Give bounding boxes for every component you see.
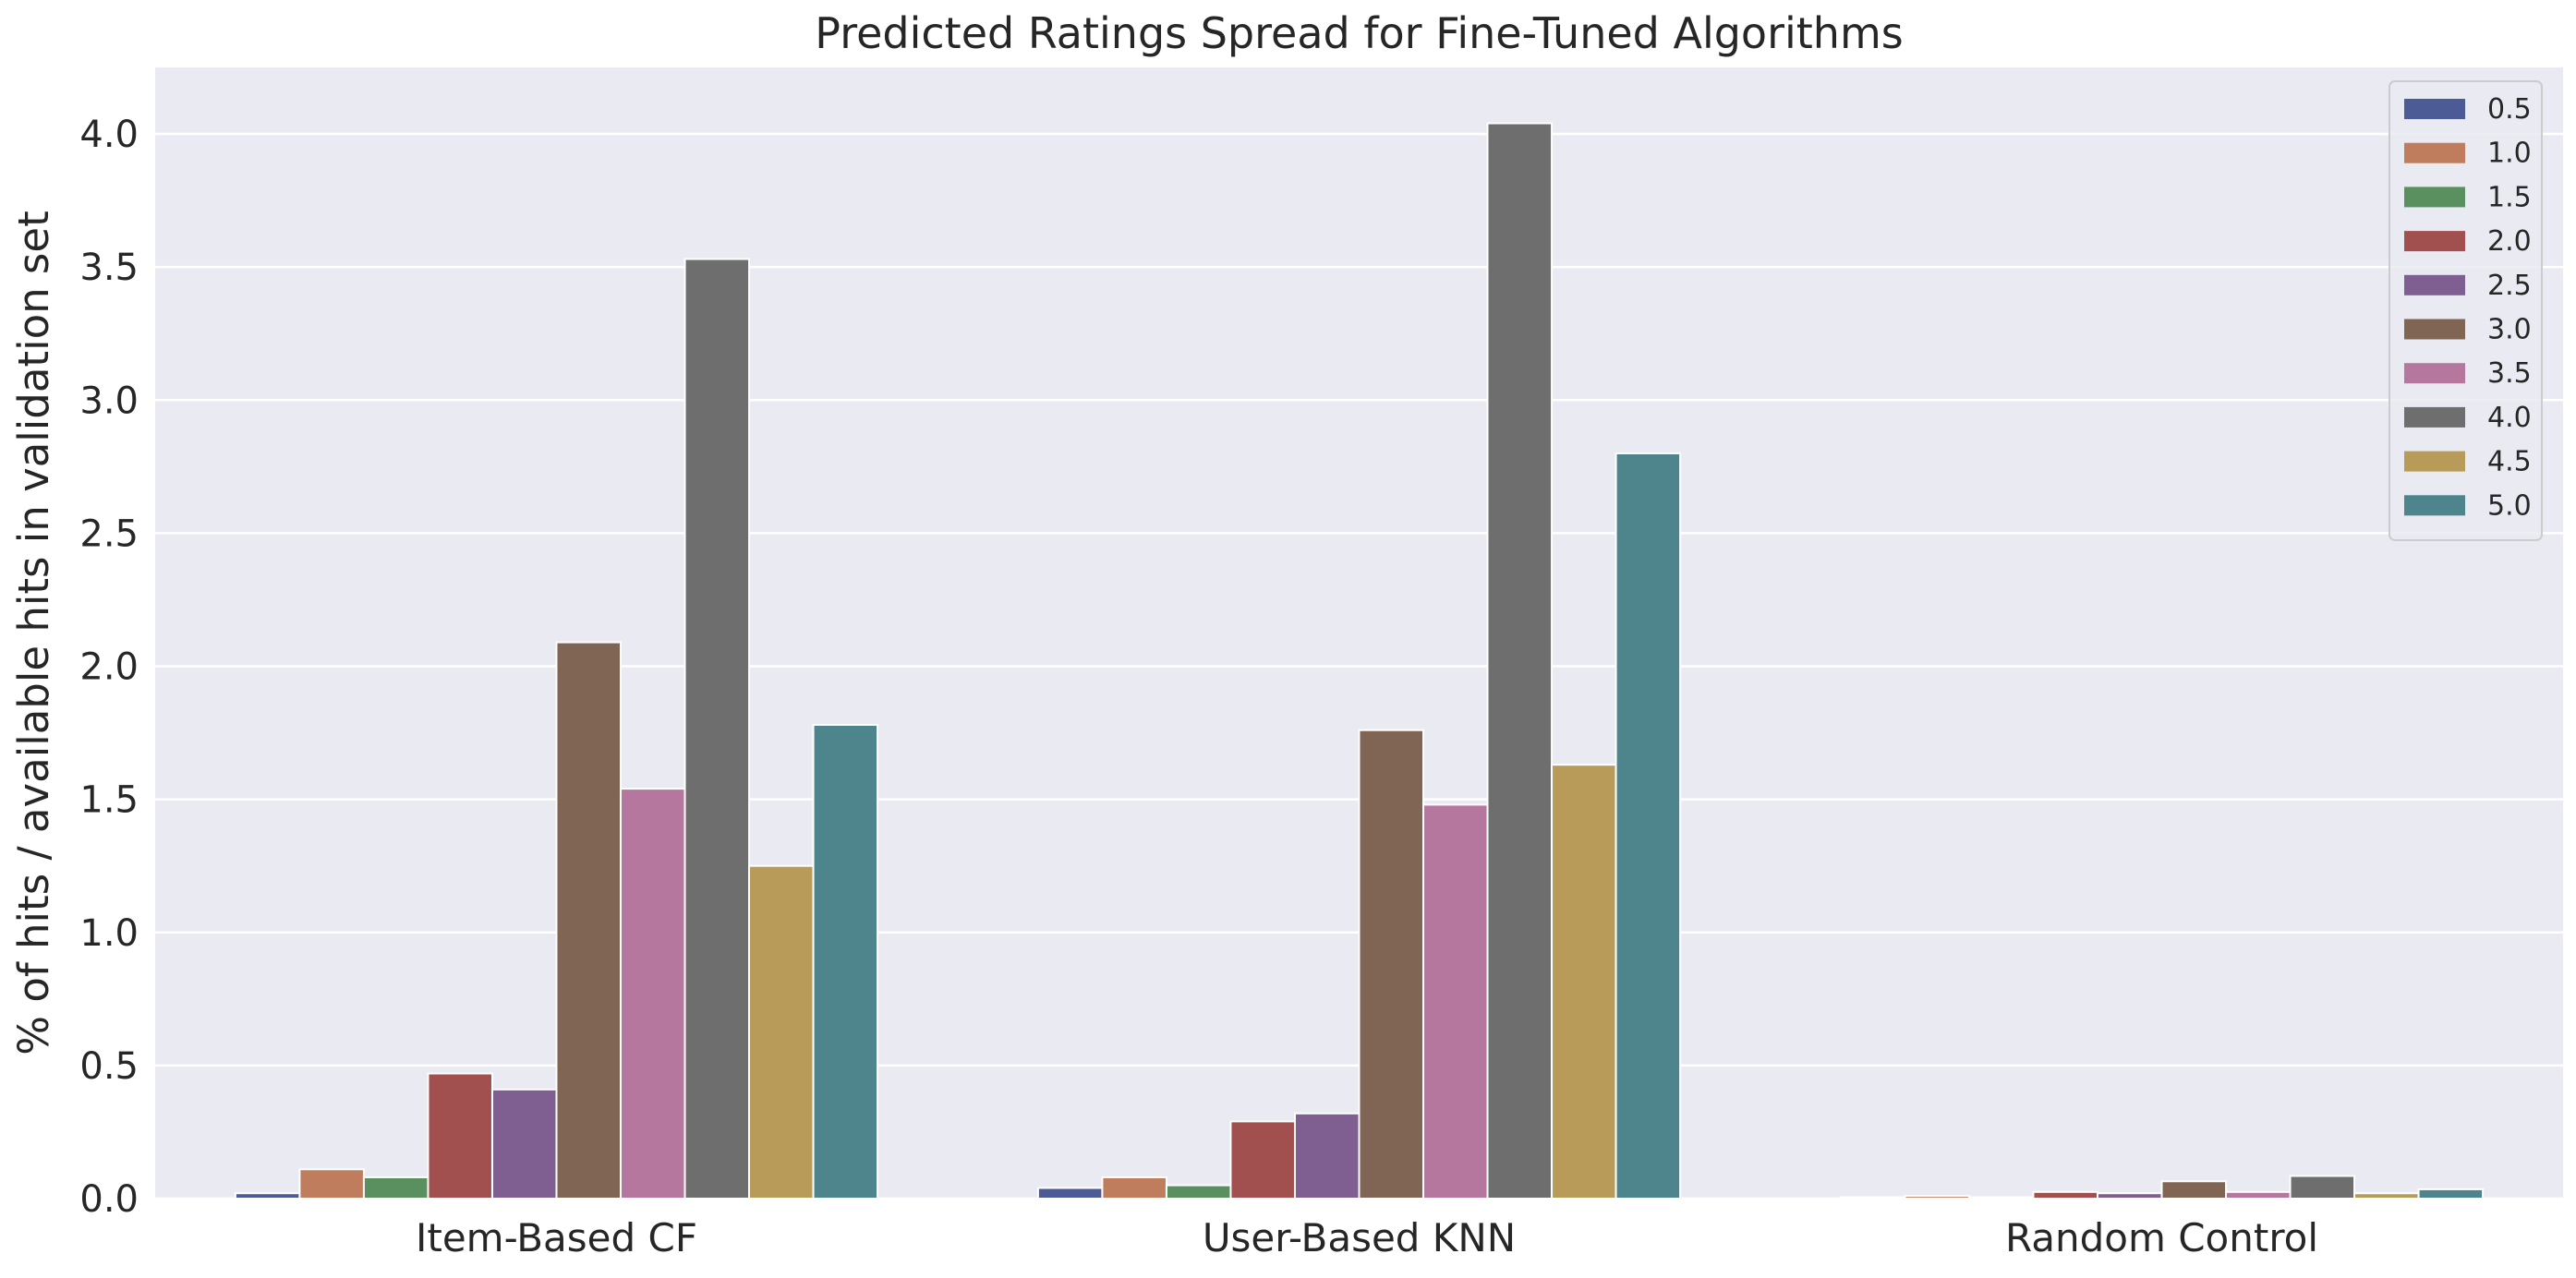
bar-3.0-1 xyxy=(1358,729,1425,1200)
bar-1.5-0 xyxy=(362,1176,429,1200)
bar-4.0-1 xyxy=(1486,122,1554,1200)
chart-title: Predicted Ratings Spread for Fine-Tuned … xyxy=(815,8,1903,58)
bar-0.5-1 xyxy=(1036,1187,1104,1200)
bar-2.0-2 xyxy=(2032,1190,2098,1200)
legend-swatch xyxy=(2404,99,2465,119)
bar-4.5-0 xyxy=(748,864,815,1200)
legend-swatch xyxy=(2404,231,2465,252)
bar-2.0-0 xyxy=(427,1072,493,1200)
bar-2.5-0 xyxy=(490,1088,558,1200)
bar-3.5-0 xyxy=(620,788,686,1200)
bar-0.5-0 xyxy=(234,1192,301,1200)
legend-label: 4.5 xyxy=(2487,446,2532,478)
y-tick-label: 1.0 xyxy=(79,912,139,955)
legend-label: 5.0 xyxy=(2487,489,2532,522)
bar-5.0-2 xyxy=(2417,1188,2485,1200)
bar-0.5-2 xyxy=(1839,1196,1906,1200)
bar-4.0-2 xyxy=(2289,1175,2356,1200)
legend-label: 1.0 xyxy=(2487,138,2532,170)
x-tick-labels: Item-Based CF User-Based KNN Random Contro… xyxy=(416,1215,2318,1260)
bar-1.5-1 xyxy=(1165,1184,1232,1200)
bar-4.0-0 xyxy=(683,258,751,1200)
legend-label: 3.0 xyxy=(2487,314,2532,346)
legend-label: 4.0 xyxy=(2487,402,2532,434)
legend-swatch xyxy=(2404,363,2465,384)
y-tick-label: 4.0 xyxy=(79,114,139,156)
bar-2.5-2 xyxy=(2096,1192,2163,1200)
bar-1.0-2 xyxy=(1904,1195,1970,1200)
bar-2.5-1 xyxy=(1293,1112,1361,1200)
legend-swatch xyxy=(2404,187,2465,208)
bar-1.0-0 xyxy=(298,1168,365,1200)
bar-4.5-1 xyxy=(1551,764,1617,1200)
bars xyxy=(234,122,2485,1200)
bar-5.0-0 xyxy=(812,723,879,1200)
legend-swatch xyxy=(2404,406,2465,428)
bar-3.0-2 xyxy=(2160,1180,2228,1200)
legend-swatch xyxy=(2404,319,2465,340)
y-tick-label: 0.5 xyxy=(79,1045,139,1088)
bar-3.0-0 xyxy=(555,641,623,1200)
legend-label: 0.5 xyxy=(2487,93,2532,126)
legend-label: 1.5 xyxy=(2487,181,2532,213)
bar-5.0-1 xyxy=(1615,452,1682,1200)
legend-swatch xyxy=(2404,142,2465,163)
y-tick-label: 2.5 xyxy=(79,512,139,555)
x-tick-label: User-Based KNN xyxy=(1203,1215,1516,1260)
legend-label: 3.5 xyxy=(2487,357,2532,390)
bar-2.0-1 xyxy=(1229,1120,1296,1200)
legend-label: 2.0 xyxy=(2487,225,2532,258)
legend: 0.5 1.0 1.5 2.0 2.5 3.0 3.5 4.0 4.5 5.0 xyxy=(2389,80,2543,541)
x-tick-label: Item-Based CF xyxy=(416,1215,697,1260)
bar-3.5-2 xyxy=(2225,1190,2292,1200)
y-tick-label: 3.5 xyxy=(79,247,139,289)
bar-3.5-1 xyxy=(1422,803,1489,1200)
legend-label: 2.5 xyxy=(2487,270,2532,302)
bar-1.0-1 xyxy=(1101,1176,1167,1200)
y-tick-label: 0.0 xyxy=(79,1178,139,1221)
legend-swatch xyxy=(2404,451,2465,472)
bar-4.5-2 xyxy=(2353,1192,2420,1200)
y-tick-label: 2.0 xyxy=(79,646,139,689)
y-tick-labels: 0.0 0.5 1.0 1.5 2.0 2.5 3.0 3.5 4.0 xyxy=(79,114,139,1221)
x-tick-label: Random Control xyxy=(2005,1215,2318,1260)
y-tick-label: 3.0 xyxy=(79,380,139,422)
y-tick-label: 1.5 xyxy=(79,779,139,822)
bar-1.5-2 xyxy=(1967,1196,2035,1200)
legend-swatch xyxy=(2404,495,2465,516)
legend-swatch xyxy=(2404,274,2465,295)
y-axis-label: % of hits / available hits in validation… xyxy=(9,211,58,1055)
